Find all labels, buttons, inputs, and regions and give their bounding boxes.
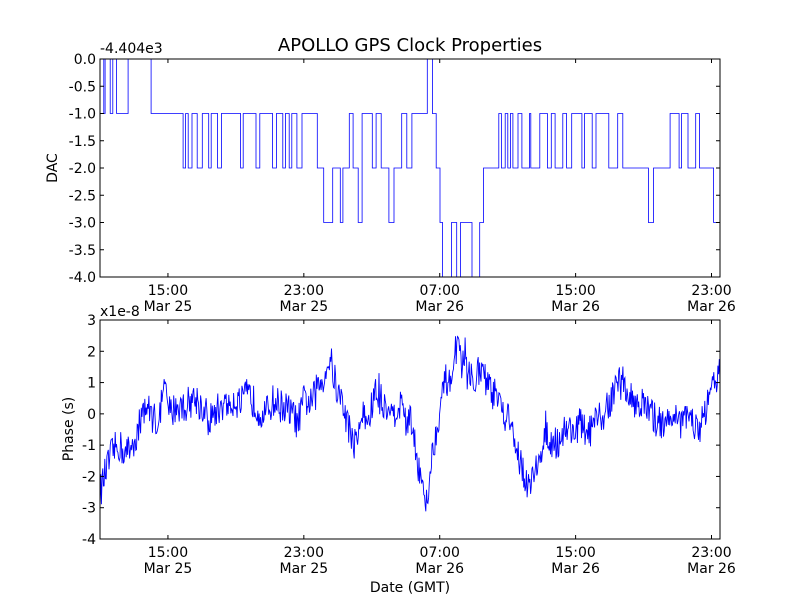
dac-y-tick-label: -1.0	[69, 107, 96, 123]
phase-y-tick-label: 3	[87, 313, 96, 329]
phase-y-ticks: 3 2 1 0 -1 -2 -3 -4	[82, 313, 720, 548]
phase-x-tick-date: Mar 26	[551, 561, 600, 577]
dac-y-tick-label: -3.0	[69, 216, 96, 232]
dac-x-tick-date: Mar 25	[144, 299, 193, 315]
phase-x-tick-date: Mar 26	[415, 561, 464, 577]
dac-series	[100, 58, 720, 278]
dac-x-tick-time: 15:00	[555, 283, 595, 299]
dac-y-tick-label: -3.5	[69, 243, 96, 259]
dac-x-tick-time: 15:00	[148, 283, 188, 299]
phase-y-tick-label: 0	[87, 407, 96, 423]
phase-y-tick-label: -3	[82, 501, 96, 517]
phase-y-tick-label: -1	[82, 438, 96, 454]
dac-y-tick-label: -2.5	[69, 188, 96, 204]
dac-x-tick-time: 23:00	[284, 283, 324, 299]
phase-y-tick-label: -4	[82, 532, 96, 548]
x-axis-label: Date (GMT)	[370, 580, 450, 596]
phase-x-tick-date: Mar 25	[144, 561, 193, 577]
dac-x-tick-date: Mar 25	[279, 299, 328, 315]
dac-y-tick-label: -0.5	[69, 79, 96, 95]
phase-x-tick-time: 07:00	[420, 545, 460, 561]
phase-y-axis-label: Phase (s)	[61, 397, 77, 461]
dac-x-tick-date: Mar 26	[415, 299, 464, 315]
figure-title: APOLLO GPS Clock Properties	[278, 35, 542, 56]
phase-y-tick-label: 2	[87, 344, 96, 360]
dac-y-tick-label: 0.0	[74, 52, 96, 68]
dac-series-line	[100, 58, 720, 278]
phase-y-tick-label: 1	[87, 376, 96, 392]
dac-y-ticks: 0.0 -0.5 -1.0 -1.5 -2.0 -2.5 -3.0 -3.5 -4.0	[69, 52, 720, 286]
phase-x-tick-time: 23:00	[284, 545, 324, 561]
phase-x-tick-time: 23:00	[691, 545, 731, 561]
dac-axes: 0.0 -0.5 -1.0 -1.5 -2.0 -2.5 -3.0 -3.5 -4.0 15:0…	[45, 41, 736, 315]
dac-offset-label: -4.404e3	[100, 41, 163, 57]
phase-offset-label: x1e-8	[100, 304, 140, 320]
phase-x-tick-time: 15:00	[148, 545, 188, 561]
phase-series	[99, 335, 721, 512]
phase-x-tick-date: Mar 26	[687, 561, 736, 577]
phase-series-line	[99, 335, 721, 512]
dac-y-tick-label: -4.0	[69, 270, 96, 286]
dac-x-tick-time: 23:00	[691, 283, 731, 299]
phase-x-tick-time: 15:00	[555, 545, 595, 561]
dac-y-tick-label: -2.0	[69, 161, 96, 177]
phase-y-tick-label: -2	[82, 469, 96, 485]
dac-y-tick-label: -1.5	[69, 134, 96, 150]
dac-x-tick-date: Mar 26	[687, 299, 736, 315]
dac-x-tick-time: 07:00	[420, 283, 460, 299]
dac-y-axis-label: DAC	[45, 153, 61, 183]
dac-x-tick-date: Mar 26	[551, 299, 600, 315]
phase-plot-frame	[99, 319, 721, 540]
phase-x-tick-date: Mar 25	[279, 561, 328, 577]
